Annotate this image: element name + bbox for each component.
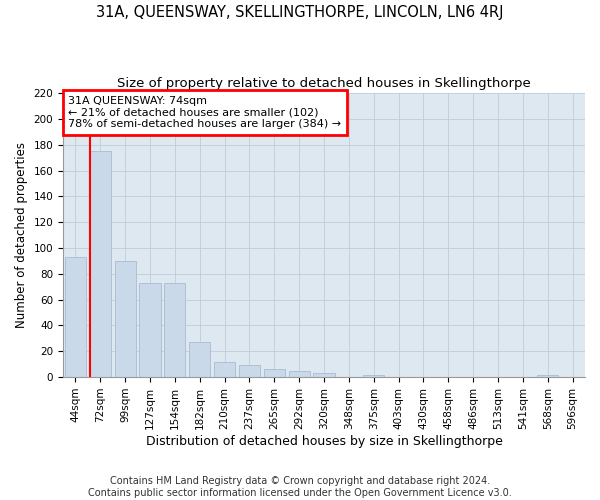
Bar xyxy=(90,151,111,377)
Bar xyxy=(214,362,235,377)
Bar xyxy=(115,261,136,377)
Y-axis label: Number of detached properties: Number of detached properties xyxy=(15,142,28,328)
Bar xyxy=(189,342,210,377)
Bar xyxy=(139,283,161,377)
X-axis label: Distribution of detached houses by size in Skellingthorpe: Distribution of detached houses by size … xyxy=(146,434,502,448)
Bar xyxy=(537,374,558,377)
Bar xyxy=(65,257,86,377)
Bar xyxy=(264,370,285,377)
Text: Contains HM Land Registry data © Crown copyright and database right 2024.
Contai: Contains HM Land Registry data © Crown c… xyxy=(88,476,512,498)
Title: Size of property relative to detached houses in Skellingthorpe: Size of property relative to detached ho… xyxy=(117,78,531,90)
Bar xyxy=(239,366,260,377)
Bar xyxy=(164,283,185,377)
Text: 31A QUEENSWAY: 74sqm
← 21% of detached houses are smaller (102)
78% of semi-deta: 31A QUEENSWAY: 74sqm ← 21% of detached h… xyxy=(68,96,341,129)
Bar xyxy=(363,374,384,377)
Bar xyxy=(313,373,335,377)
Bar xyxy=(289,370,310,377)
Text: 31A, QUEENSWAY, SKELLINGTHORPE, LINCOLN, LN6 4RJ: 31A, QUEENSWAY, SKELLINGTHORPE, LINCOLN,… xyxy=(96,5,504,20)
